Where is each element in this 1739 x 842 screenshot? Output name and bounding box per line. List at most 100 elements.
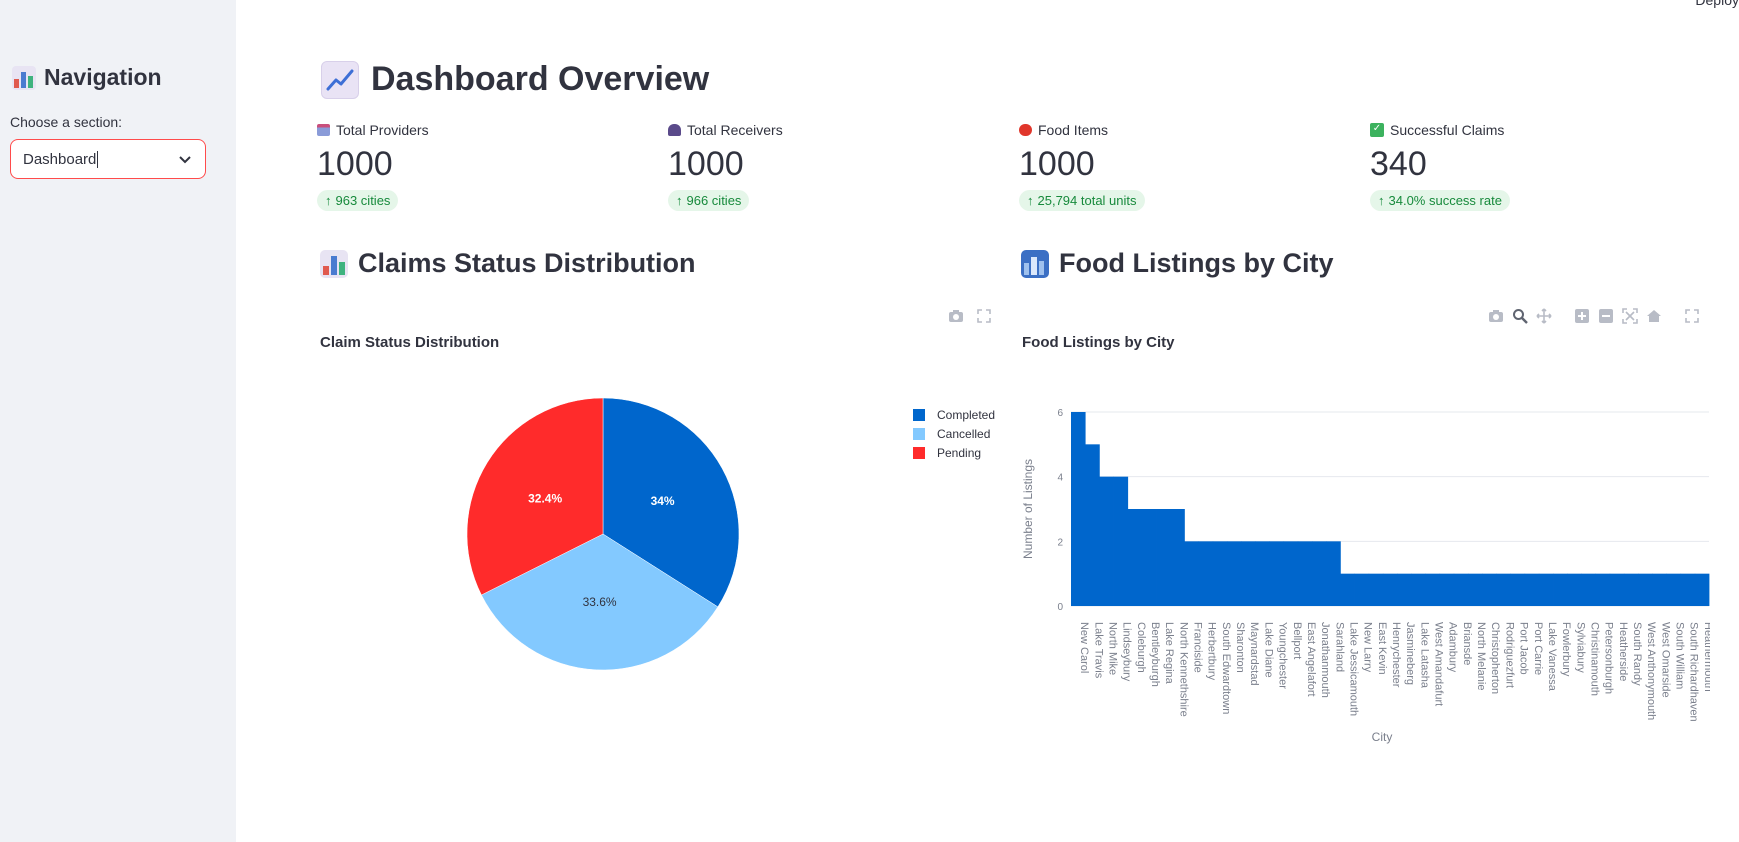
legend-item-completed[interactable]: Completed [913, 405, 995, 424]
bar[interactable] [1141, 509, 1157, 606]
deploy-button[interactable]: Deploy [1695, 0, 1739, 8]
building-icon [317, 124, 330, 136]
bar[interactable] [1680, 573, 1696, 606]
bar[interactable] [1241, 541, 1256, 606]
bar[interactable] [1283, 541, 1299, 606]
bar[interactable] [1212, 541, 1228, 606]
pie-slice-completed[interactable] [602, 397, 740, 608]
metric-delta: ↑ 34.0% success rate [1370, 190, 1510, 211]
bar[interactable] [1170, 509, 1185, 606]
bar[interactable] [1411, 573, 1426, 606]
legend-item-cancelled[interactable]: Cancelled [913, 424, 995, 443]
section-select[interactable]: Dashboard [10, 139, 206, 179]
bar[interactable] [1113, 476, 1129, 606]
x-tick-label: Heatherside [1617, 622, 1629, 681]
bar[interactable] [1127, 509, 1143, 606]
arrow-up-icon: ↑ [1027, 193, 1034, 208]
pie-slice-cancelled[interactable] [481, 533, 719, 671]
bar[interactable] [1638, 573, 1653, 606]
metric-successful-claims: ✓ Successful Claims 340 ↑ 34.0% success r… [1370, 122, 1690, 211]
bar[interactable] [1510, 573, 1526, 606]
zoom-icon[interactable] [1512, 308, 1528, 324]
fullscreen-icon[interactable] [1684, 308, 1700, 324]
x-tick-label: Sylviabury [1574, 622, 1586, 673]
arrow-up-icon: ↑ [1378, 193, 1385, 208]
arrow-up-icon: ↑ [676, 193, 683, 208]
legend-label: Cancelled [937, 426, 991, 441]
bar[interactable] [1694, 573, 1710, 606]
page-title: Dashboard Overview [321, 60, 709, 99]
bar[interactable] [1467, 573, 1483, 606]
legend-swatch [913, 408, 925, 421]
bar[interactable] [1326, 541, 1341, 606]
y-tick-label: 4 [1057, 473, 1063, 484]
toolbar-spacer [1560, 308, 1566, 324]
bar[interactable] [1397, 573, 1412, 606]
camera-icon[interactable] [1488, 308, 1504, 324]
pie-slice-pending[interactable] [466, 397, 604, 596]
home-icon[interactable] [1646, 308, 1662, 324]
bar[interactable] [1297, 541, 1313, 606]
autoscale-icon[interactable] [1622, 308, 1638, 324]
bar[interactable] [1085, 444, 1100, 606]
bar-chart-icon [320, 249, 348, 278]
page-title-text: Dashboard Overview [371, 60, 710, 98]
chevron-down-icon [179, 156, 191, 164]
bar[interactable] [1340, 573, 1355, 606]
bar[interactable] [1439, 573, 1455, 606]
bar[interactable] [1198, 541, 1214, 606]
x-tick-label: Franciside [1192, 622, 1204, 673]
camera-icon[interactable] [948, 308, 964, 324]
bar[interactable] [1156, 509, 1171, 606]
metric-food-items: Food Items 1000 ↑ 25,794 total units [1019, 122, 1339, 211]
bar[interactable] [1553, 573, 1568, 606]
bar[interactable] [1482, 573, 1497, 606]
legend-item-pending[interactable]: Pending [913, 443, 995, 462]
metric-value: 1000 [1019, 145, 1095, 183]
bar[interactable] [1496, 573, 1511, 606]
bar[interactable] [1581, 573, 1596, 606]
metric-value: 1000 [317, 145, 393, 183]
fullscreen-icon[interactable] [976, 308, 992, 324]
bar[interactable] [1312, 541, 1327, 606]
bar[interactable] [1524, 573, 1540, 606]
pan-icon[interactable] [1536, 308, 1552, 324]
bar[interactable] [1666, 573, 1682, 606]
bar[interactable] [1368, 573, 1384, 606]
bar[interactable] [1099, 476, 1114, 606]
bar[interactable] [1453, 573, 1469, 606]
bar[interactable] [1269, 541, 1285, 606]
bar[interactable] [1255, 541, 1270, 606]
bar[interactable] [1382, 573, 1398, 606]
pie-modebar [948, 308, 992, 324]
bar[interactable] [1071, 412, 1086, 606]
bar[interactable] [1538, 573, 1554, 606]
bar[interactable] [1623, 573, 1639, 606]
bar[interactable] [1567, 573, 1582, 606]
metric-delta-text: 963 cities [335, 193, 391, 208]
bar[interactable] [1609, 573, 1625, 606]
bar[interactable] [1425, 573, 1441, 606]
x-tick-label: South William [1674, 622, 1686, 689]
arrow-up-icon: ↑ [325, 193, 332, 208]
sidebar-title-text: Navigation [44, 64, 162, 90]
bar[interactable] [1652, 573, 1667, 606]
x-tick-label: Lake Latasha [1418, 622, 1430, 689]
bar[interactable] [1184, 541, 1199, 606]
pie-legend: Completed Cancelled Pending [913, 405, 995, 462]
x-tick-label: Lake Diane [1262, 622, 1274, 678]
metric-delta-text: 34.0% success rate [1388, 193, 1502, 208]
metric-delta: ↑ 963 cities [317, 190, 399, 211]
chart-increasing-icon [321, 60, 359, 99]
legend-label: Completed [937, 407, 996, 422]
x-tick-label: Adambury [1447, 622, 1459, 673]
zoom-in-icon[interactable] [1574, 308, 1590, 324]
bar[interactable] [1354, 573, 1370, 606]
x-tick-label: Sharonton [1234, 622, 1246, 673]
x-tick-label: North Melanie [1475, 622, 1487, 690]
bar[interactable] [1226, 541, 1242, 606]
bar[interactable] [1595, 573, 1611, 606]
zoom-out-icon[interactable] [1598, 308, 1614, 324]
x-tick-label: Port Jacob [1518, 622, 1530, 675]
claims-section-title: Claims Status Distribution [320, 248, 696, 279]
